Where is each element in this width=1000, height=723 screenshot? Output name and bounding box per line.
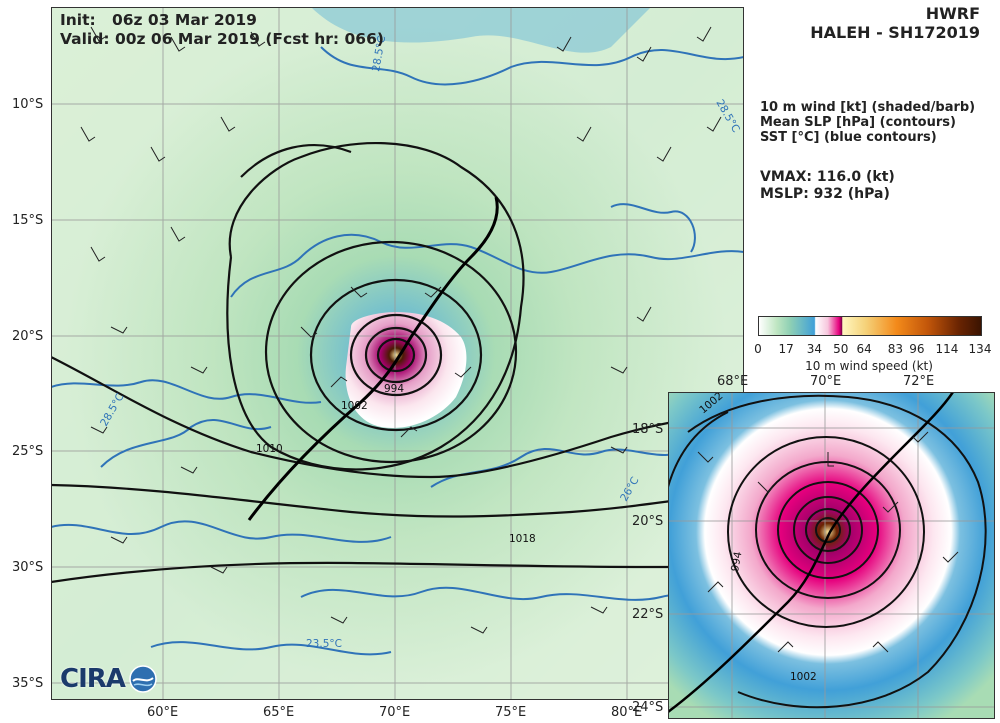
cb-tick-83: 83	[887, 342, 904, 356]
valid-time: Valid: 00z 06 Mar 2019 (Fcst hr: 066)	[60, 30, 384, 48]
init-value: 06z 03 Mar 2019	[111, 11, 257, 29]
legend-wind: 10 m wind [kt] (shaded/barb)	[760, 100, 976, 115]
lon-label-60e: 60°E	[147, 705, 179, 720]
lat-label-35s: 35°S	[12, 676, 44, 691]
cb-tick-17: 17	[778, 342, 794, 356]
sst-label-23-5: 23.5°C	[306, 638, 342, 650]
cira-logo-text: CIRA	[60, 664, 126, 694]
colorbar-ticks: 0 17 34 50 64 83 96 114 134	[754, 342, 991, 358]
main-map: 1010 1002 994 1018 28.5°C 26°C 23.5°C 28…	[50, 7, 745, 700]
lat-label-10s: 10°S	[12, 97, 44, 112]
lon-label-80e: 80°E	[611, 705, 643, 720]
cb-tick-134: 134	[968, 342, 992, 356]
cb-tick-64: 64	[856, 342, 872, 356]
lat-label-20s: 20°S	[12, 329, 44, 344]
inset-lat-label-24s: 24°S	[632, 700, 664, 715]
sst-contours	[50, 46, 745, 656]
lon-label-65e: 65°E	[263, 705, 295, 720]
lat-label-25s: 25°S	[12, 444, 44, 459]
slp-contours	[50, 141, 745, 584]
legend-sst: SST [°C] (blue contours)	[760, 130, 937, 145]
slp-label-994: 994	[384, 383, 404, 395]
colorbar-label: 10 m wind speed (kt)	[805, 359, 933, 373]
colorbar	[758, 316, 982, 336]
inset-map-canvas: 1002 1002 994	[667, 390, 995, 719]
inset-lat-label-20s: 20°S	[632, 514, 664, 529]
slp-label-1010: 1010	[256, 443, 283, 455]
lat-label-15s: 15°S	[12, 213, 44, 228]
valid-value: 00z 06 Mar 2019 (Fcst hr: 066)	[114, 30, 384, 48]
init-label: Init:	[60, 11, 96, 29]
cb-tick-114: 114	[935, 342, 959, 356]
vmax-value: VMAX: 116.0 (kt)	[760, 169, 895, 185]
inset-lon-label-68e: 68°E	[717, 374, 749, 389]
cira-logo: CIRA	[60, 664, 158, 694]
main-map-canvas: 1010 1002 994 1018 28.5°C 26°C 23.5°C 28…	[50, 7, 745, 700]
inset-slp-label-1002-bottom: 1002	[790, 671, 817, 683]
model-name: HWRF	[925, 4, 980, 23]
slp-label-1002: 1002	[341, 400, 368, 412]
mslp-value: MSLP: 932 (hPa)	[760, 186, 890, 202]
inset-map: 1002 1002 994	[667, 390, 995, 719]
wind-barbs	[80, 26, 722, 644]
legend-slp: Mean SLP [hPa] (contours)	[760, 115, 956, 130]
storm-track	[247, 196, 499, 521]
valid-label: Valid:	[60, 30, 110, 48]
globe-icon	[129, 665, 157, 693]
slp-label-1018: 1018	[509, 533, 536, 545]
cb-tick-34: 34	[806, 342, 823, 356]
inset-lat-label-22s: 22°S	[632, 607, 664, 622]
storm-name: HALEH - SH172019	[810, 23, 980, 42]
lat-label-30s: 30°S	[12, 560, 44, 575]
inset-lon-label-70e: 70°E	[810, 374, 842, 389]
cb-tick-96: 96	[909, 342, 925, 356]
cb-tick-50: 50	[833, 342, 849, 356]
lon-label-75e: 75°E	[495, 705, 527, 720]
inset-slp-label-994: 994	[729, 550, 744, 572]
inset-lon-label-72e: 72°E	[903, 374, 935, 389]
cb-tick-0: 0	[754, 342, 762, 356]
lon-label-70e: 70°E	[379, 705, 411, 720]
init-time: Init: 06z 03 Mar 2019	[60, 11, 257, 29]
inset-lat-label-18s: 18°S	[632, 422, 664, 437]
